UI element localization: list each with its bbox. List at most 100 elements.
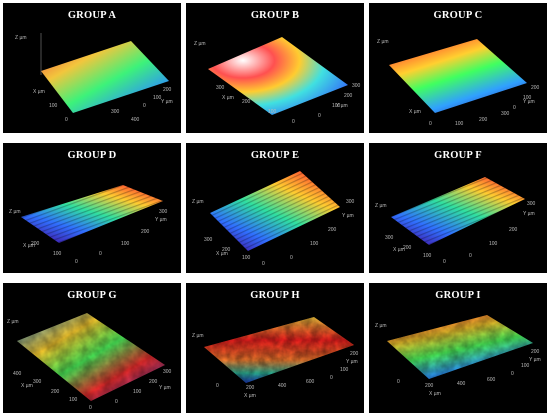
tick: 200 [531,349,540,355]
x-axis-label: X µm [429,391,441,397]
panel-group-e: GROUP E Z µm X µm Y µm 0 100 200 300 0 1… [186,143,364,273]
surface-plot: Z µm X µm Y µm 0 100 200 0 100 200 300 [9,185,168,265]
tick: 0 [89,405,92,411]
tick: 300 [111,109,120,115]
tick: 100 [69,397,78,403]
tick: 300 [204,237,213,243]
surface-plot: Z µm X µm Y µm 0 200 400 600 0 100 200 [375,315,541,397]
surface-texture [17,313,165,401]
x-axis-label: X µm [393,247,405,253]
panel-title: GROUP D [67,150,117,161]
surface-plot: Z µm X µm Y µm 0 100 200 300 0 100 200 3… [375,177,536,265]
tick: 0 [443,259,446,265]
tick: 300 [352,83,361,89]
tick: 200 [425,383,434,389]
tick: 200 [141,229,150,235]
surface [389,39,527,113]
tick: 300 [346,199,355,205]
x-axis-label: X µm [23,243,35,249]
z-axis-label: Z µm [194,41,206,47]
z-axis-label: Z µm [375,203,387,209]
surface-plot: Z µm X µm Y µm 0 100 300 400 0 100 200 [15,33,173,123]
tick: 200 [222,247,231,253]
panel-title: GROUP I [435,290,481,301]
tick: 100 [455,121,464,127]
tick: 400 [278,383,287,389]
tick: 100 [423,253,432,259]
panel-group-a: GROUP A Z µm X µm Y µm 0 100 300 400 0 1… [3,3,181,133]
tick: 0 [290,255,293,261]
surface-texture [387,315,533,379]
z-axis-label: Z µm [9,209,21,215]
panel-group-d: GROUP D Z µm X µm Y µm 0 100 200 0 100 2… [3,143,181,273]
x-axis-label: X µm [33,89,45,95]
panel-title: GROUP C [433,10,483,21]
y-axis-label: Y µm [161,99,173,105]
z-axis-label: Z µm [7,319,19,325]
panel-group-c: GROUP C Z µm X µm Y µm 0 100 200 300 0 1… [369,3,547,133]
tick: 100 [153,95,162,101]
tick: 200 [479,117,488,123]
tick: 300 [163,369,172,375]
panel-title: GROUP F [434,150,482,161]
tick: 100 [53,251,62,257]
y-axis-label: Y µm [155,217,167,223]
z-axis-label: Z µm [15,35,27,41]
tick: 100 [242,255,251,261]
y-axis-label: Y µm [523,211,535,217]
x-axis-label: X µm [216,251,228,257]
tick: 100 [332,103,341,109]
x-axis-label: X µm [21,383,33,389]
tick: 0 [511,371,514,377]
x-axis-label: X µm [222,95,234,101]
tick: 400 [13,371,22,377]
surface-plot: Z µm X µm Y µm 0 100 200 300 0 100 200 3… [194,37,361,125]
tick: 300 [501,111,510,117]
tick: 200 [403,245,412,251]
tick: 0 [469,253,472,259]
surface-plot: Z µm X µm Y µm 0 200 400 600 0 100 200 [192,317,359,399]
tick: 200 [149,379,158,385]
surface [208,37,348,115]
surface-texture [210,171,340,251]
panel-title: GROUP H [250,290,300,301]
panel-title: GROUP E [250,150,300,161]
panel-group-f: GROUP F Z µm X µm Y µm 0 100 200 300 0 1… [369,143,547,273]
tick: 200 [509,227,518,233]
figure-grid: GROUP A Z µm X µm Y µm 0 100 300 400 0 1… [3,3,547,413]
surface-plot: Z µm X µm Y µm 0 100 200 300 0 100 200 [377,39,540,127]
tick: 100 [133,389,142,395]
tick: 100 [121,241,130,247]
x-axis-label: X µm [409,109,421,115]
tick: 100 [49,103,58,109]
panel-group-h: GROUP H Z µm X µm Y µm 0 200 400 600 [186,283,364,413]
tick: 400 [131,117,140,123]
panel-group-i: GROUP I Z µm X µm Y µm 0 200 400 600 [369,283,547,413]
tick: 200 [344,93,353,99]
x-axis-label: X µm [244,393,256,399]
panel-title: GROUP B [250,10,300,21]
panel-group-b: GROUP B Z µm X µm Y µm 0 100 200 300 0 1… [186,3,364,133]
tick: 300 [527,201,536,207]
surface-plot: Z µm X µm Y µm 0 100 200 300 0 100 200 3… [192,171,355,267]
tick: 0 [397,379,400,385]
surface-texture [204,317,354,383]
tick: 200 [350,351,359,357]
tick: 200 [31,241,40,247]
z-axis-label: Z µm [377,39,389,45]
tick: 0 [262,261,265,267]
tick: 200 [242,99,251,105]
tick: 200 [51,389,60,395]
tick: 100 [523,95,532,101]
tick: 0 [330,375,333,381]
surface-texture [21,185,163,243]
tick: 100 [489,241,498,247]
panel-title: GROUP G [67,290,117,301]
tick: 400 [457,381,466,387]
y-axis-label: Y µm [342,213,354,219]
tick: 300 [385,235,394,241]
tick: 0 [292,119,295,125]
tick: 200 [531,85,540,91]
tick: 0 [143,103,146,109]
tick: 0 [513,105,516,111]
